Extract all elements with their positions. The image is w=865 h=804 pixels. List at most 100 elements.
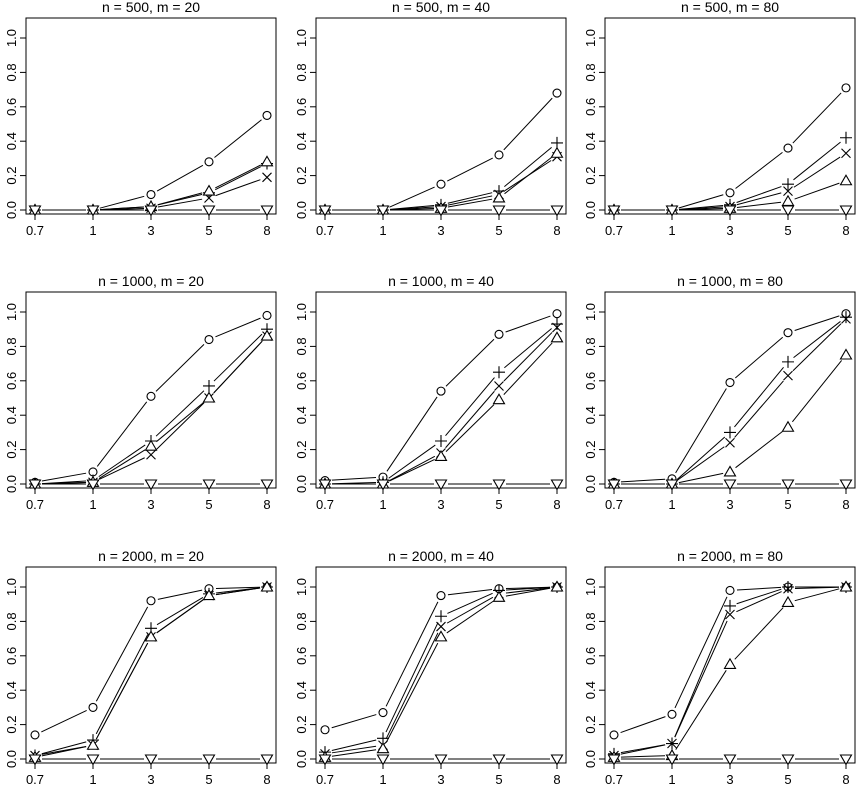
marker-circle: [262, 310, 272, 320]
marker-circle: [494, 329, 504, 339]
marker-triangle-down: [260, 205, 274, 217]
series-segment: [388, 455, 436, 482]
marker-circle: [146, 596, 156, 606]
series-segment: [213, 333, 263, 382]
marker-triangle-down: [434, 754, 448, 766]
series-segment: [736, 186, 782, 203]
x-tick-label: 5: [495, 772, 502, 787]
series-segment: [157, 192, 203, 206]
x-tick-label: 8: [263, 223, 270, 238]
series-segment: [389, 186, 435, 208]
y-tick-label: 0.8: [294, 63, 309, 81]
y-tick-label: 1.0: [4, 578, 19, 596]
marker-cross: [436, 621, 446, 632]
series-segment: [505, 587, 551, 597]
y-tick-label: 1.0: [294, 29, 309, 47]
marker-triangle: [839, 580, 853, 592]
marker-circle: [436, 591, 446, 601]
series-triangle-down: [28, 479, 274, 491]
x-tick-label: 0.7: [26, 223, 44, 238]
series-plus: [29, 323, 273, 490]
series-segment: [794, 586, 840, 590]
series-segment: [155, 390, 205, 437]
series-segment: [794, 315, 840, 331]
series-segment: [41, 746, 87, 757]
series-segment: [736, 201, 782, 208]
x-tick-label: 1: [379, 497, 386, 512]
series-triangle: [28, 580, 274, 762]
series-segment: [792, 323, 842, 372]
marker-cross: [841, 313, 851, 324]
marker-triangle-down: [376, 205, 390, 217]
y-tick-label: 0.4: [4, 681, 19, 699]
marker-triangle-down: [665, 479, 679, 491]
series-triangle: [28, 155, 274, 215]
series-segment: [504, 147, 552, 187]
marker-triangle: [492, 590, 506, 602]
marker-circle: [552, 309, 562, 319]
marker-circle: [783, 143, 793, 153]
marker-cross: [552, 322, 562, 333]
y-tick-label: 0.2: [4, 716, 19, 734]
x-tick-label: 1: [379, 223, 386, 238]
series-triangle-down: [607, 205, 853, 217]
marker-cross: [783, 370, 793, 381]
y-tick-label: 0.0: [294, 475, 309, 493]
marker-triangle-down: [723, 205, 737, 217]
series-segment: [446, 600, 494, 634]
series-segment: [447, 192, 493, 204]
marker-triangle: [550, 580, 564, 592]
panel-title: n = 1000, m = 40: [388, 273, 494, 289]
y-tick-label: 0.2: [583, 167, 598, 185]
y-tick-label: 1.0: [583, 578, 598, 596]
y-tick-label: 0.8: [583, 337, 598, 355]
series-triangle-down: [318, 754, 564, 766]
marker-circle: [320, 725, 330, 735]
series-circle: [609, 309, 851, 487]
series-segment: [503, 97, 553, 151]
y-tick-label: 0.8: [583, 612, 598, 630]
marker-triangle: [376, 742, 390, 754]
marker-cross: [667, 738, 677, 749]
x-tick-label: 0.7: [316, 772, 334, 787]
marker-triangle: [723, 657, 737, 669]
series-segment: [331, 739, 377, 751]
series-segment: [736, 192, 782, 206]
marker-circle: [30, 730, 40, 740]
y-tick-label: 0.4: [583, 406, 598, 424]
x-tick-label: 0.7: [316, 497, 334, 512]
series-segment: [215, 179, 261, 197]
marker-circle: [783, 328, 793, 338]
x-tick-label: 5: [784, 223, 791, 238]
series-circle: [320, 88, 562, 215]
y-tick-label: 1.0: [583, 29, 598, 47]
series-segment: [215, 317, 261, 338]
x-tick-label: 3: [726, 223, 733, 238]
y-tick-label: 0.0: [583, 475, 598, 493]
series-segment: [445, 404, 495, 452]
x-tick-label: 8: [553, 223, 560, 238]
y-tick-label: 0.8: [294, 612, 309, 630]
series-segment: [95, 606, 149, 702]
series-segment: [675, 388, 727, 474]
series-segment: [95, 642, 149, 740]
marker-cross: [262, 172, 272, 183]
marker-triangle-down: [665, 205, 679, 217]
series-segment: [504, 157, 552, 195]
x-tick-label: 5: [495, 497, 502, 512]
series-segment: [794, 588, 840, 602]
x-tick-label: 3: [437, 223, 444, 238]
series-segment: [793, 156, 841, 188]
y-tick-label: 0.6: [583, 98, 598, 116]
series-segment: [505, 587, 551, 594]
chart-panel: n = 500, m = 20 0.0 0.2 0.4 0.6 0.8 1.0 0.7 1 3 5 8: [4, 0, 277, 238]
marker-triangle-down: [144, 754, 158, 766]
series-segment: [447, 589, 493, 596]
y-tick-label: 1.0: [4, 29, 19, 47]
y-tick-label: 0.8: [583, 63, 598, 81]
marker-triangle-down: [434, 205, 448, 217]
marker-triangle-down: [781, 754, 795, 766]
x-tick-label: 8: [553, 497, 560, 512]
x-tick-label: 1: [89, 223, 96, 238]
series-circle: [320, 582, 562, 735]
